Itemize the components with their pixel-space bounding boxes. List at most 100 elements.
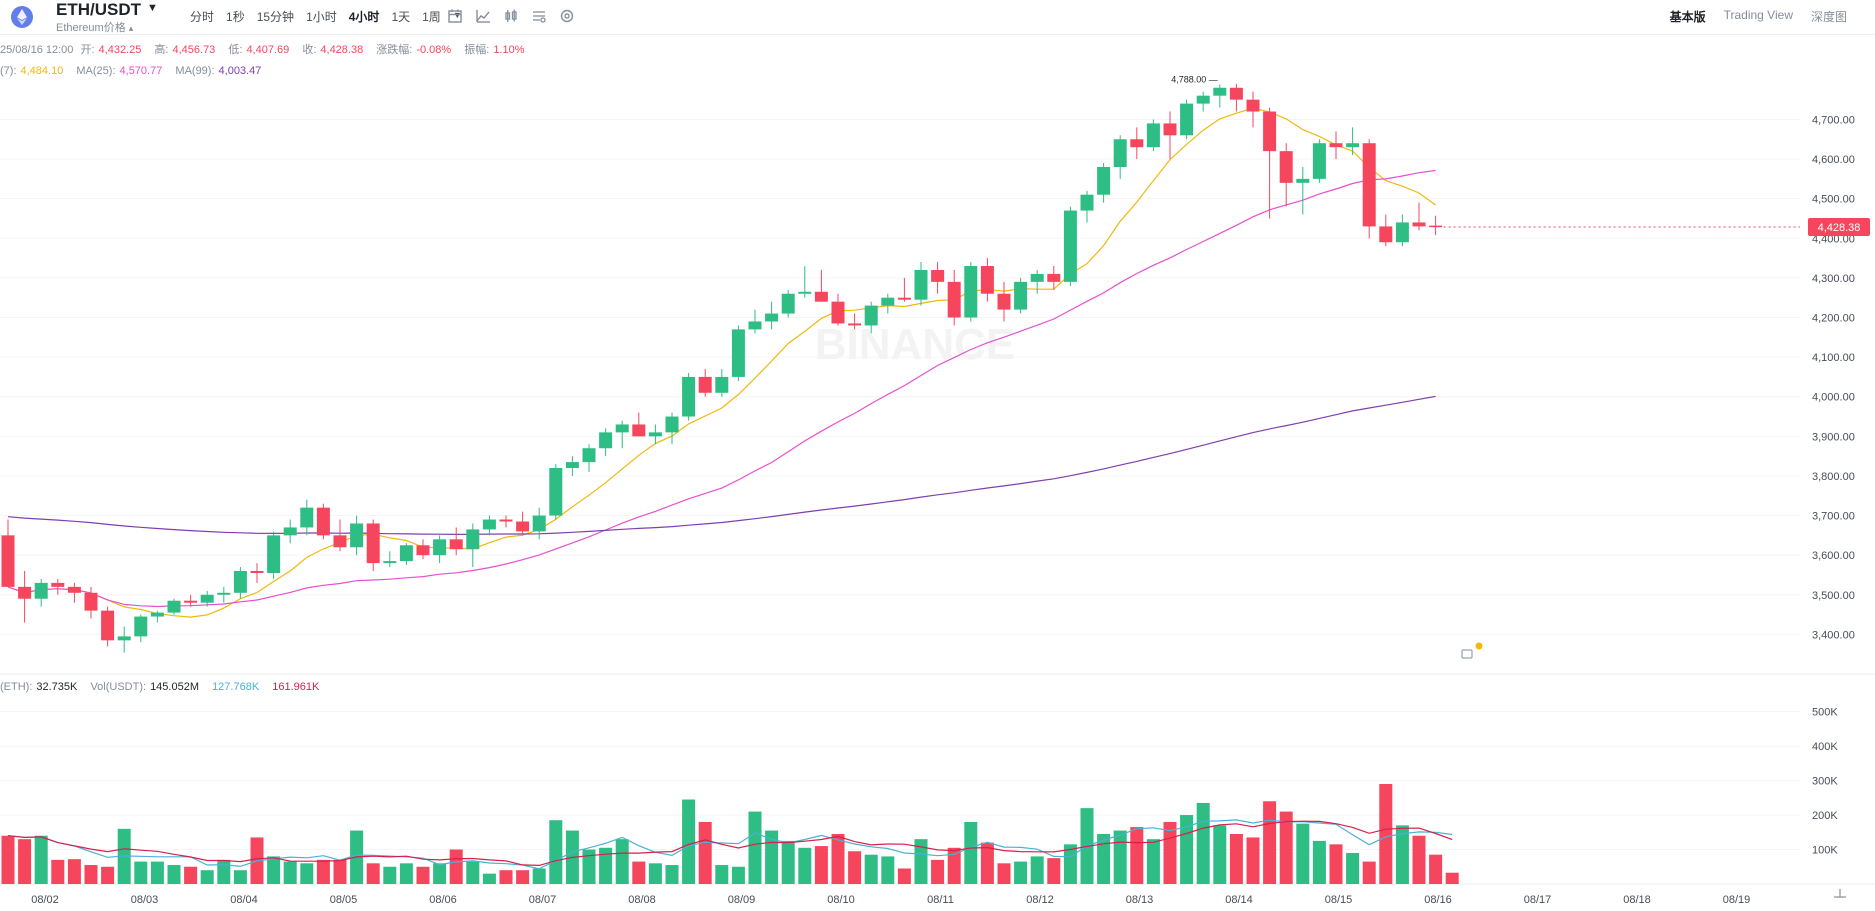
interval-selector: 分时 1秒 15分钟 1小时 4小时 1天 1周 ▼: [190, 8, 474, 25]
volume-bar: [715, 865, 729, 884]
candle-body: [1113, 139, 1127, 167]
interval-1d[interactable]: 1天: [391, 10, 411, 24]
date-tick-label: 08/07: [529, 894, 557, 906]
price-tick-label: 4,200.00: [1812, 313, 1855, 325]
vol-ma5-value: 127.768K: [212, 681, 260, 693]
pair-subtitle[interactable]: Ethereum价格 ▴: [56, 22, 134, 34]
volume-bar: [416, 866, 430, 884]
volume-bar: [1229, 834, 1243, 884]
price-chart[interactable]: BINANCE 4,700.00 4,600.00 4,500.00 4,400.00…: [0, 34, 1875, 911]
candle-body: [267, 535, 281, 573]
candle-body: [715, 376, 729, 393]
candle-body: [200, 594, 214, 603]
volume-bar: [84, 865, 98, 884]
volume-bar: [516, 870, 530, 884]
volume-bar: [1030, 856, 1044, 884]
candle-body: [366, 523, 380, 564]
grid: [0, 118, 1875, 885]
interval-1s[interactable]: 1秒: [226, 10, 245, 24]
volume-bar: [848, 851, 862, 884]
price-tick-label: 4,300.00: [1812, 273, 1855, 285]
notification-dot-icon: [1475, 642, 1483, 650]
candle-body: [1246, 99, 1260, 112]
date-tick-label: 08/02: [31, 894, 59, 906]
date-tick-label: 08/15: [1325, 894, 1353, 906]
candle-body: [1180, 103, 1194, 136]
volume-bar: [1346, 852, 1360, 884]
candle-body: [1362, 143, 1376, 227]
volume-bar: [1146, 839, 1160, 884]
tab-basic[interactable]: 基本版: [1669, 10, 1706, 24]
settings-gear-icon[interactable]: [558, 7, 576, 25]
last-price-tag: [1808, 218, 1870, 237]
price-tick-label: 4,600.00: [1812, 154, 1855, 166]
candle-body: [449, 539, 463, 550]
pair-dropdown-caret-icon[interactable]: ▼: [147, 2, 158, 14]
volume-bar: [283, 861, 297, 884]
markers: 4,788.00 —3,354.28 —4,428.38: [1171, 75, 1870, 898]
volume-bar: [798, 847, 812, 884]
candle-body: [1130, 139, 1144, 148]
candle-body: [499, 519, 513, 522]
volume-bar: [549, 820, 563, 884]
candle-body: [350, 523, 364, 548]
tab-tradingview[interactable]: Trading View: [1723, 8, 1793, 22]
volume-bar: [897, 868, 911, 884]
line-chart-icon[interactable]: [474, 7, 492, 25]
volume-bar: [150, 861, 164, 884]
calendar-icon[interactable]: [446, 7, 464, 25]
volume-bar: [997, 863, 1011, 884]
candle-body: [84, 592, 98, 611]
candle-body: [67, 586, 81, 593]
volume-tick-label: 500K: [1812, 707, 1838, 719]
ma-legend: (7): 4,484.10 MA(25): 4,570.77 MA(99): 4,00…: [0, 65, 262, 77]
interval-1h[interactable]: 1小时: [306, 10, 337, 24]
date-tick-label: 08/17: [1524, 894, 1552, 906]
volume-bar: [814, 846, 828, 884]
volume-bar: [632, 861, 646, 884]
volume-bar: [1113, 830, 1127, 884]
volume-bar: [300, 863, 314, 884]
volume-bar: [1329, 844, 1343, 884]
price-axis: 4,700.00 4,600.00 4,500.00 4,400.00 4,300.00…: [1812, 114, 1855, 856]
volume-bar: [267, 856, 281, 884]
candle-body: [1312, 143, 1326, 179]
volume-bar: [1, 835, 15, 884]
candle-body: [383, 561, 397, 564]
interval-15m[interactable]: 15分钟: [256, 10, 295, 24]
volume-bar: [51, 859, 65, 884]
candle-body: [316, 507, 330, 536]
interval-time[interactable]: 分时: [190, 10, 215, 24]
binance-watermark: BINANCE: [815, 320, 1015, 369]
candle-body: [814, 291, 828, 302]
candle-body: [1429, 225, 1443, 228]
candle-body: [433, 539, 447, 556]
pair-title[interactable]: ETH/USDT: [56, 0, 141, 19]
volume-bar: [18, 839, 32, 884]
view-tabs: 基本版 Trading View 深度图: [1670, 8, 1847, 25]
price-tick-label: 3,500.00: [1812, 590, 1855, 602]
ohlc-date: 25/08/16 12:00: [0, 44, 74, 56]
candlestick-type-icon[interactable]: [502, 7, 520, 25]
close-value: 4,428.38: [320, 44, 364, 56]
indicators-icon[interactable]: [530, 7, 548, 25]
candle-body: [781, 293, 795, 314]
tab-depth[interactable]: 深度图: [1810, 10, 1847, 24]
candle-body: [997, 293, 1011, 310]
scale-toggle-icon[interactable]: [1834, 889, 1846, 898]
notification-icon[interactable]: [1461, 642, 1483, 659]
ma99-line: [7, 395, 1436, 536]
interval-1w[interactable]: 1周: [422, 10, 441, 24]
ma25-value: 4,570.77: [119, 65, 163, 77]
ma99-value: 4,003.47: [218, 65, 262, 77]
chart-tools: [446, 7, 576, 25]
candle-body: [947, 281, 961, 318]
ethereum-logo-icon: [11, 6, 33, 28]
volume-bar: [698, 821, 712, 884]
volume-bar: [599, 847, 613, 884]
volume-bar: [864, 854, 878, 884]
candle-body: [532, 515, 546, 532]
date-tick-label: 08/16: [1424, 894, 1452, 906]
interval-4h[interactable]: 4小时: [348, 10, 380, 24]
candle-body: [565, 462, 579, 469]
